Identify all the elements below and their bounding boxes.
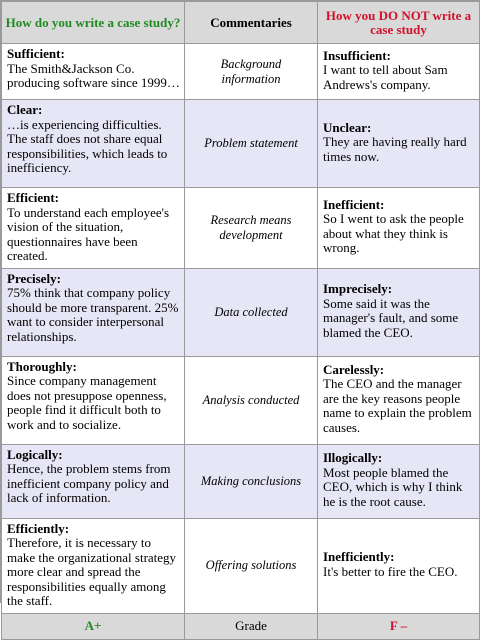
good-example-cell: Precisely: 75% think that company policy… xyxy=(1,267,185,357)
good-example-cell: Efficiently: Therefore, it is necessary … xyxy=(1,517,185,614)
good-example-cell: Logically: Hence, the problem stems from… xyxy=(1,443,185,519)
good-example-cell: Thoroughly: Since company management doe… xyxy=(1,355,185,445)
good-example-text: Therefore, it is necessary to make the o… xyxy=(7,535,177,608)
bad-example-title: Illogically: xyxy=(323,450,383,465)
bad-grade: F – xyxy=(317,612,480,640)
grade-label: Grade xyxy=(184,612,318,640)
bad-example-cell: Inefficient: So I went to ask the people… xyxy=(317,187,480,269)
bad-example-cell: Unclear: They are having really hard tim… xyxy=(317,99,480,188)
comment-cell: Research means development xyxy=(184,187,318,269)
bad-example-cell: Insufficient: I want to tell about Sam A… xyxy=(317,43,480,100)
bad-example-text: I want to tell about Sam Andrews's compa… xyxy=(323,62,448,92)
good-example-text: Since company management does not presup… xyxy=(7,373,167,432)
bad-example-cell: Inefficiently: It's better to fire the C… xyxy=(317,517,480,614)
good-example-text: …is experiencing difficulties. The staff… xyxy=(7,116,168,175)
header-how-not-to-write: How you DO NOT write a case study xyxy=(317,1,480,44)
comment-cell: Background information xyxy=(184,43,318,100)
good-grade: A+ xyxy=(1,612,185,640)
bad-example-cell: Carelessly: The CEO and the manager are … xyxy=(317,355,480,445)
header-commentaries: Commentaries xyxy=(184,1,318,44)
bad-example-cell: Imprecisely: Some said it was the manage… xyxy=(317,267,480,357)
bad-example-title: Inefficient: xyxy=(323,196,385,212)
good-example-title: Sufficient: xyxy=(7,46,65,61)
header-row: How do you write a case study? Commentar… xyxy=(1,1,480,44)
good-example-title: Clear: xyxy=(7,102,43,117)
bad-example-text: The CEO and the manager are the key reas… xyxy=(323,376,472,435)
good-example-text: 75% think that company policy should be … xyxy=(7,285,179,344)
header-how-to-write: How do you write a case study? xyxy=(1,1,185,44)
table-row: Efficiently: Therefore, it is necessary … xyxy=(1,517,480,614)
bad-example-title: Insufficient: xyxy=(323,47,391,63)
bad-example-text: So I went to ask the people about what t… xyxy=(323,211,464,256)
good-example-title: Logically: xyxy=(7,446,63,462)
bad-example-text: It's better to fire the CEO. xyxy=(323,563,458,579)
bad-example-title: Carelessly: xyxy=(323,361,385,377)
bad-example-title: Unclear: xyxy=(323,119,372,135)
bad-example-text: They are having really hard times now. xyxy=(323,134,467,164)
bad-example-text: Most people blamed the CEO, which is why… xyxy=(323,464,463,509)
table-row: Efficient: To understand each employee's… xyxy=(1,187,480,269)
comment-cell: Offering solutions xyxy=(184,517,318,614)
comment-cell: Problem statement xyxy=(184,99,318,188)
bad-example-cell: Illogically: Most people blamed the CEO,… xyxy=(317,443,480,519)
good-example-text: Hence, the problem stems from inefficien… xyxy=(7,461,171,505)
good-example-title: Precisely: xyxy=(7,270,61,286)
table-row: Sufficient: The Smith&Jackson Co. produc… xyxy=(1,43,480,100)
comment-cell: Analysis conducted xyxy=(184,355,318,445)
comment-cell: Making conclusions xyxy=(184,443,318,519)
grade-row: A+ Grade F – xyxy=(1,612,480,640)
table-row: Thoroughly: Since company management doe… xyxy=(1,355,480,445)
good-example-cell: Clear: …is experiencing difficulties. Th… xyxy=(1,99,185,188)
good-example-text: To understand each employee's vision of … xyxy=(7,204,170,263)
bad-example-text: Some said it was the manager's fault, an… xyxy=(323,295,459,340)
good-example-text: The Smith&Jackson Co. producing software… xyxy=(7,60,180,90)
good-example-cell: Efficient: To understand each employee's… xyxy=(1,187,185,269)
table-row: Logically: Hence, the problem stems from… xyxy=(1,443,480,519)
comment-cell: Data collected xyxy=(184,267,318,357)
good-example-title: Efficiently: xyxy=(7,520,70,536)
good-example-title: Thoroughly: xyxy=(7,358,77,374)
bad-example-title: Imprecisely: xyxy=(323,281,393,296)
table-row: Precisely: 75% think that company policy… xyxy=(1,267,480,357)
good-example-cell: Sufficient: The Smith&Jackson Co. produc… xyxy=(1,43,185,100)
good-example-title: Efficient: xyxy=(7,190,59,205)
bad-example-title: Inefficiently: xyxy=(323,549,395,564)
table-row: Clear: …is experiencing difficulties. Th… xyxy=(1,99,480,188)
